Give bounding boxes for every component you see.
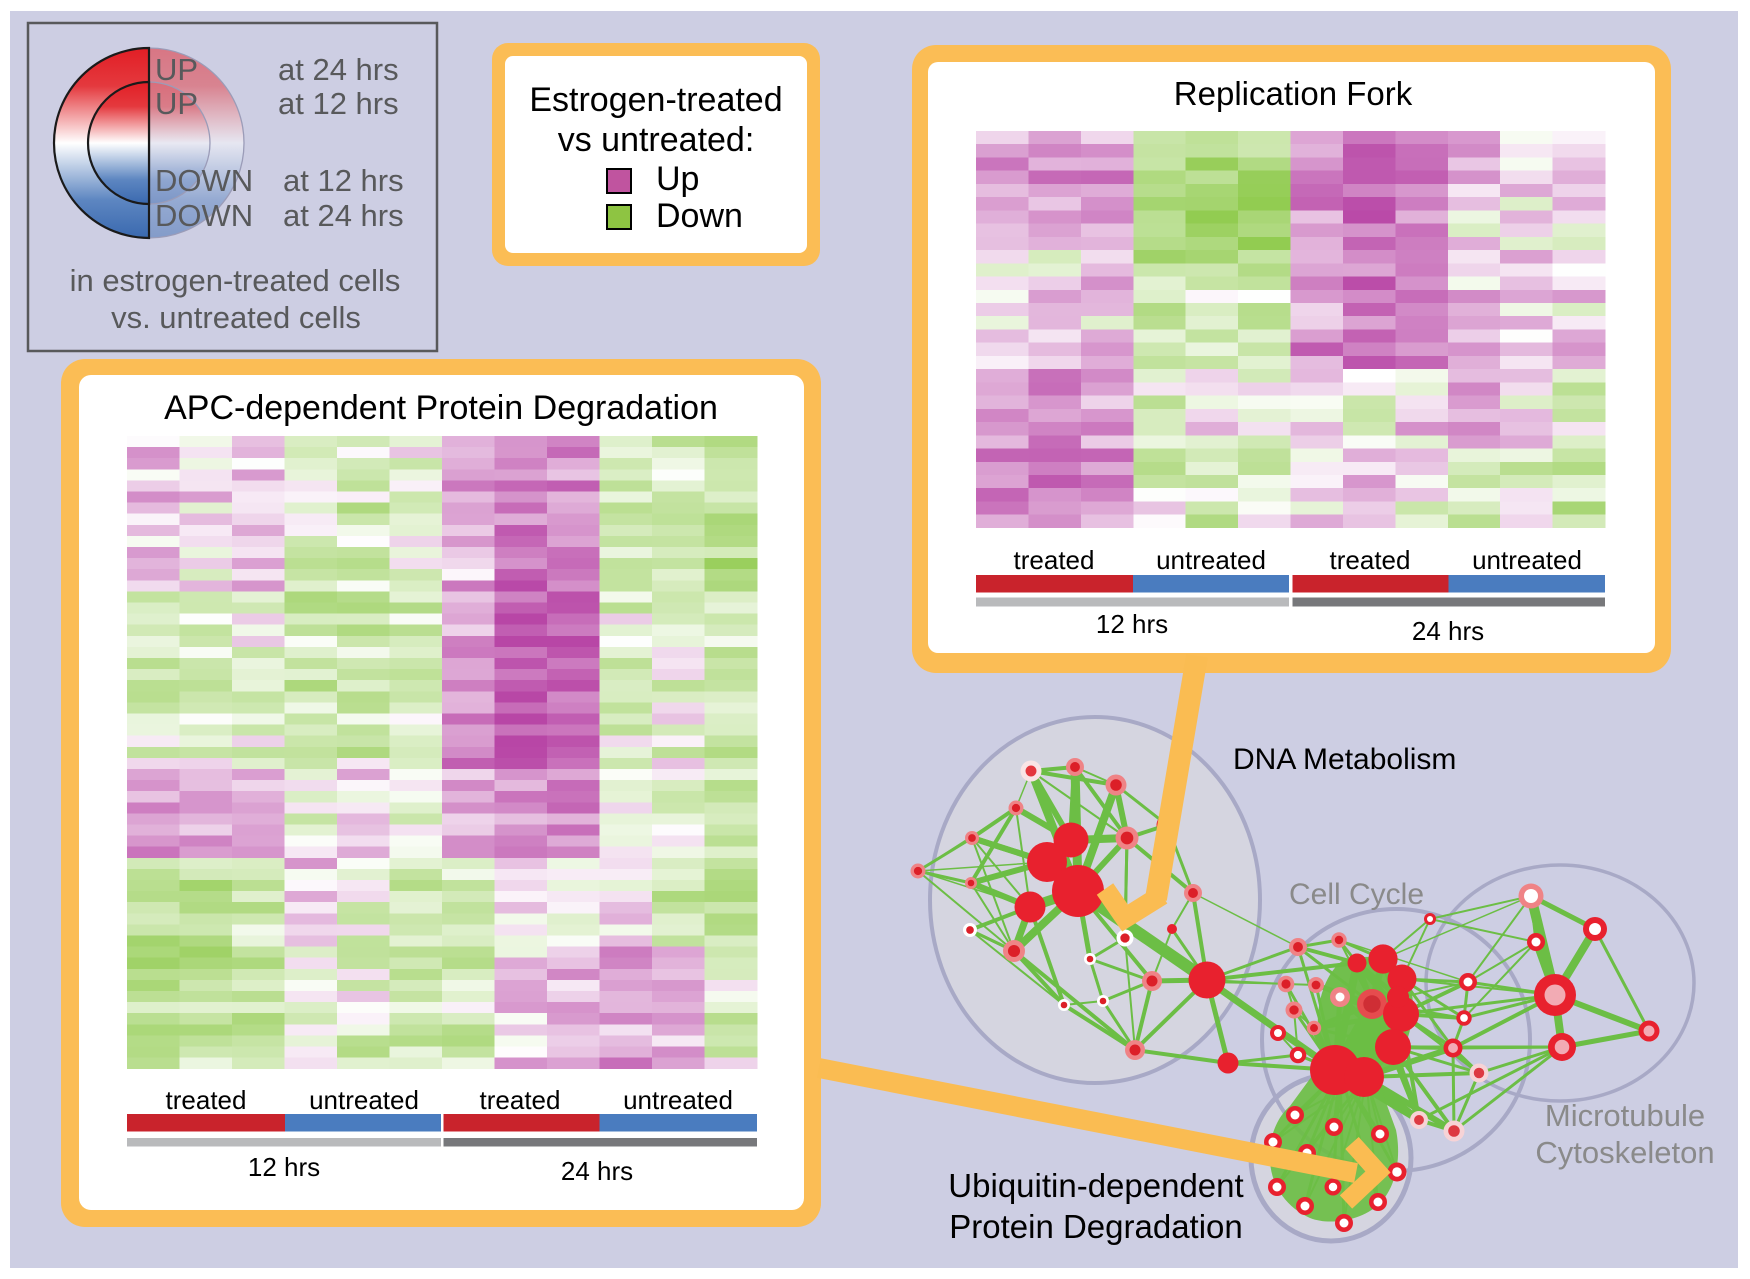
svg-text:24 hrs: 24 hrs: [561, 1156, 633, 1186]
svg-text:Replication Fork: Replication Fork: [1174, 75, 1413, 112]
svg-text:12 hrs: 12 hrs: [248, 1152, 320, 1182]
svg-text:untreated: untreated: [309, 1085, 419, 1115]
svg-text:at 12 hrs: at 12 hrs: [278, 86, 399, 121]
svg-text:at 12 hrs: at 12 hrs: [283, 163, 404, 198]
svg-text:treated: treated: [1330, 545, 1411, 575]
svg-text:Cytoskeleton: Cytoskeleton: [1535, 1135, 1714, 1170]
svg-text:Protein Degradation: Protein Degradation: [949, 1208, 1243, 1245]
svg-text:in estrogen-treated cells: in estrogen-treated cells: [70, 263, 401, 298]
svg-text:treated: treated: [166, 1085, 247, 1115]
svg-text:Down: Down: [656, 197, 743, 235]
svg-text:untreated: untreated: [1472, 545, 1582, 575]
svg-text:Cell Cycle: Cell Cycle: [1289, 878, 1424, 911]
svg-text:Microtubule: Microtubule: [1545, 1098, 1705, 1133]
svg-text:treated: treated: [1014, 545, 1095, 575]
svg-text:at 24 hrs: at 24 hrs: [278, 52, 399, 87]
svg-text:UP: UP: [155, 86, 198, 121]
svg-text:APC-dependent Protein Degradat: APC-dependent Protein Degradation: [164, 389, 718, 427]
svg-text:12 hrs: 12 hrs: [1096, 609, 1168, 639]
svg-text:DNA Metabolism: DNA Metabolism: [1233, 743, 1456, 776]
svg-text:vs. untreated cells: vs. untreated cells: [111, 300, 361, 335]
svg-text:UP: UP: [155, 52, 198, 87]
svg-text:24 hrs: 24 hrs: [1412, 616, 1484, 646]
svg-text:treated: treated: [480, 1085, 561, 1115]
svg-text:Up: Up: [656, 160, 699, 198]
svg-text:Estrogen-treated: Estrogen-treated: [529, 81, 782, 119]
svg-text:untreated: untreated: [623, 1085, 733, 1115]
svg-text:vs untreated:: vs untreated:: [558, 121, 755, 159]
svg-text:DOWN: DOWN: [155, 163, 253, 198]
svg-text:untreated: untreated: [1156, 545, 1266, 575]
svg-text:Ubiquitin-dependent: Ubiquitin-dependent: [948, 1167, 1243, 1204]
svg-text:at 24 hrs: at 24 hrs: [283, 198, 404, 233]
svg-text:DOWN: DOWN: [155, 198, 253, 233]
